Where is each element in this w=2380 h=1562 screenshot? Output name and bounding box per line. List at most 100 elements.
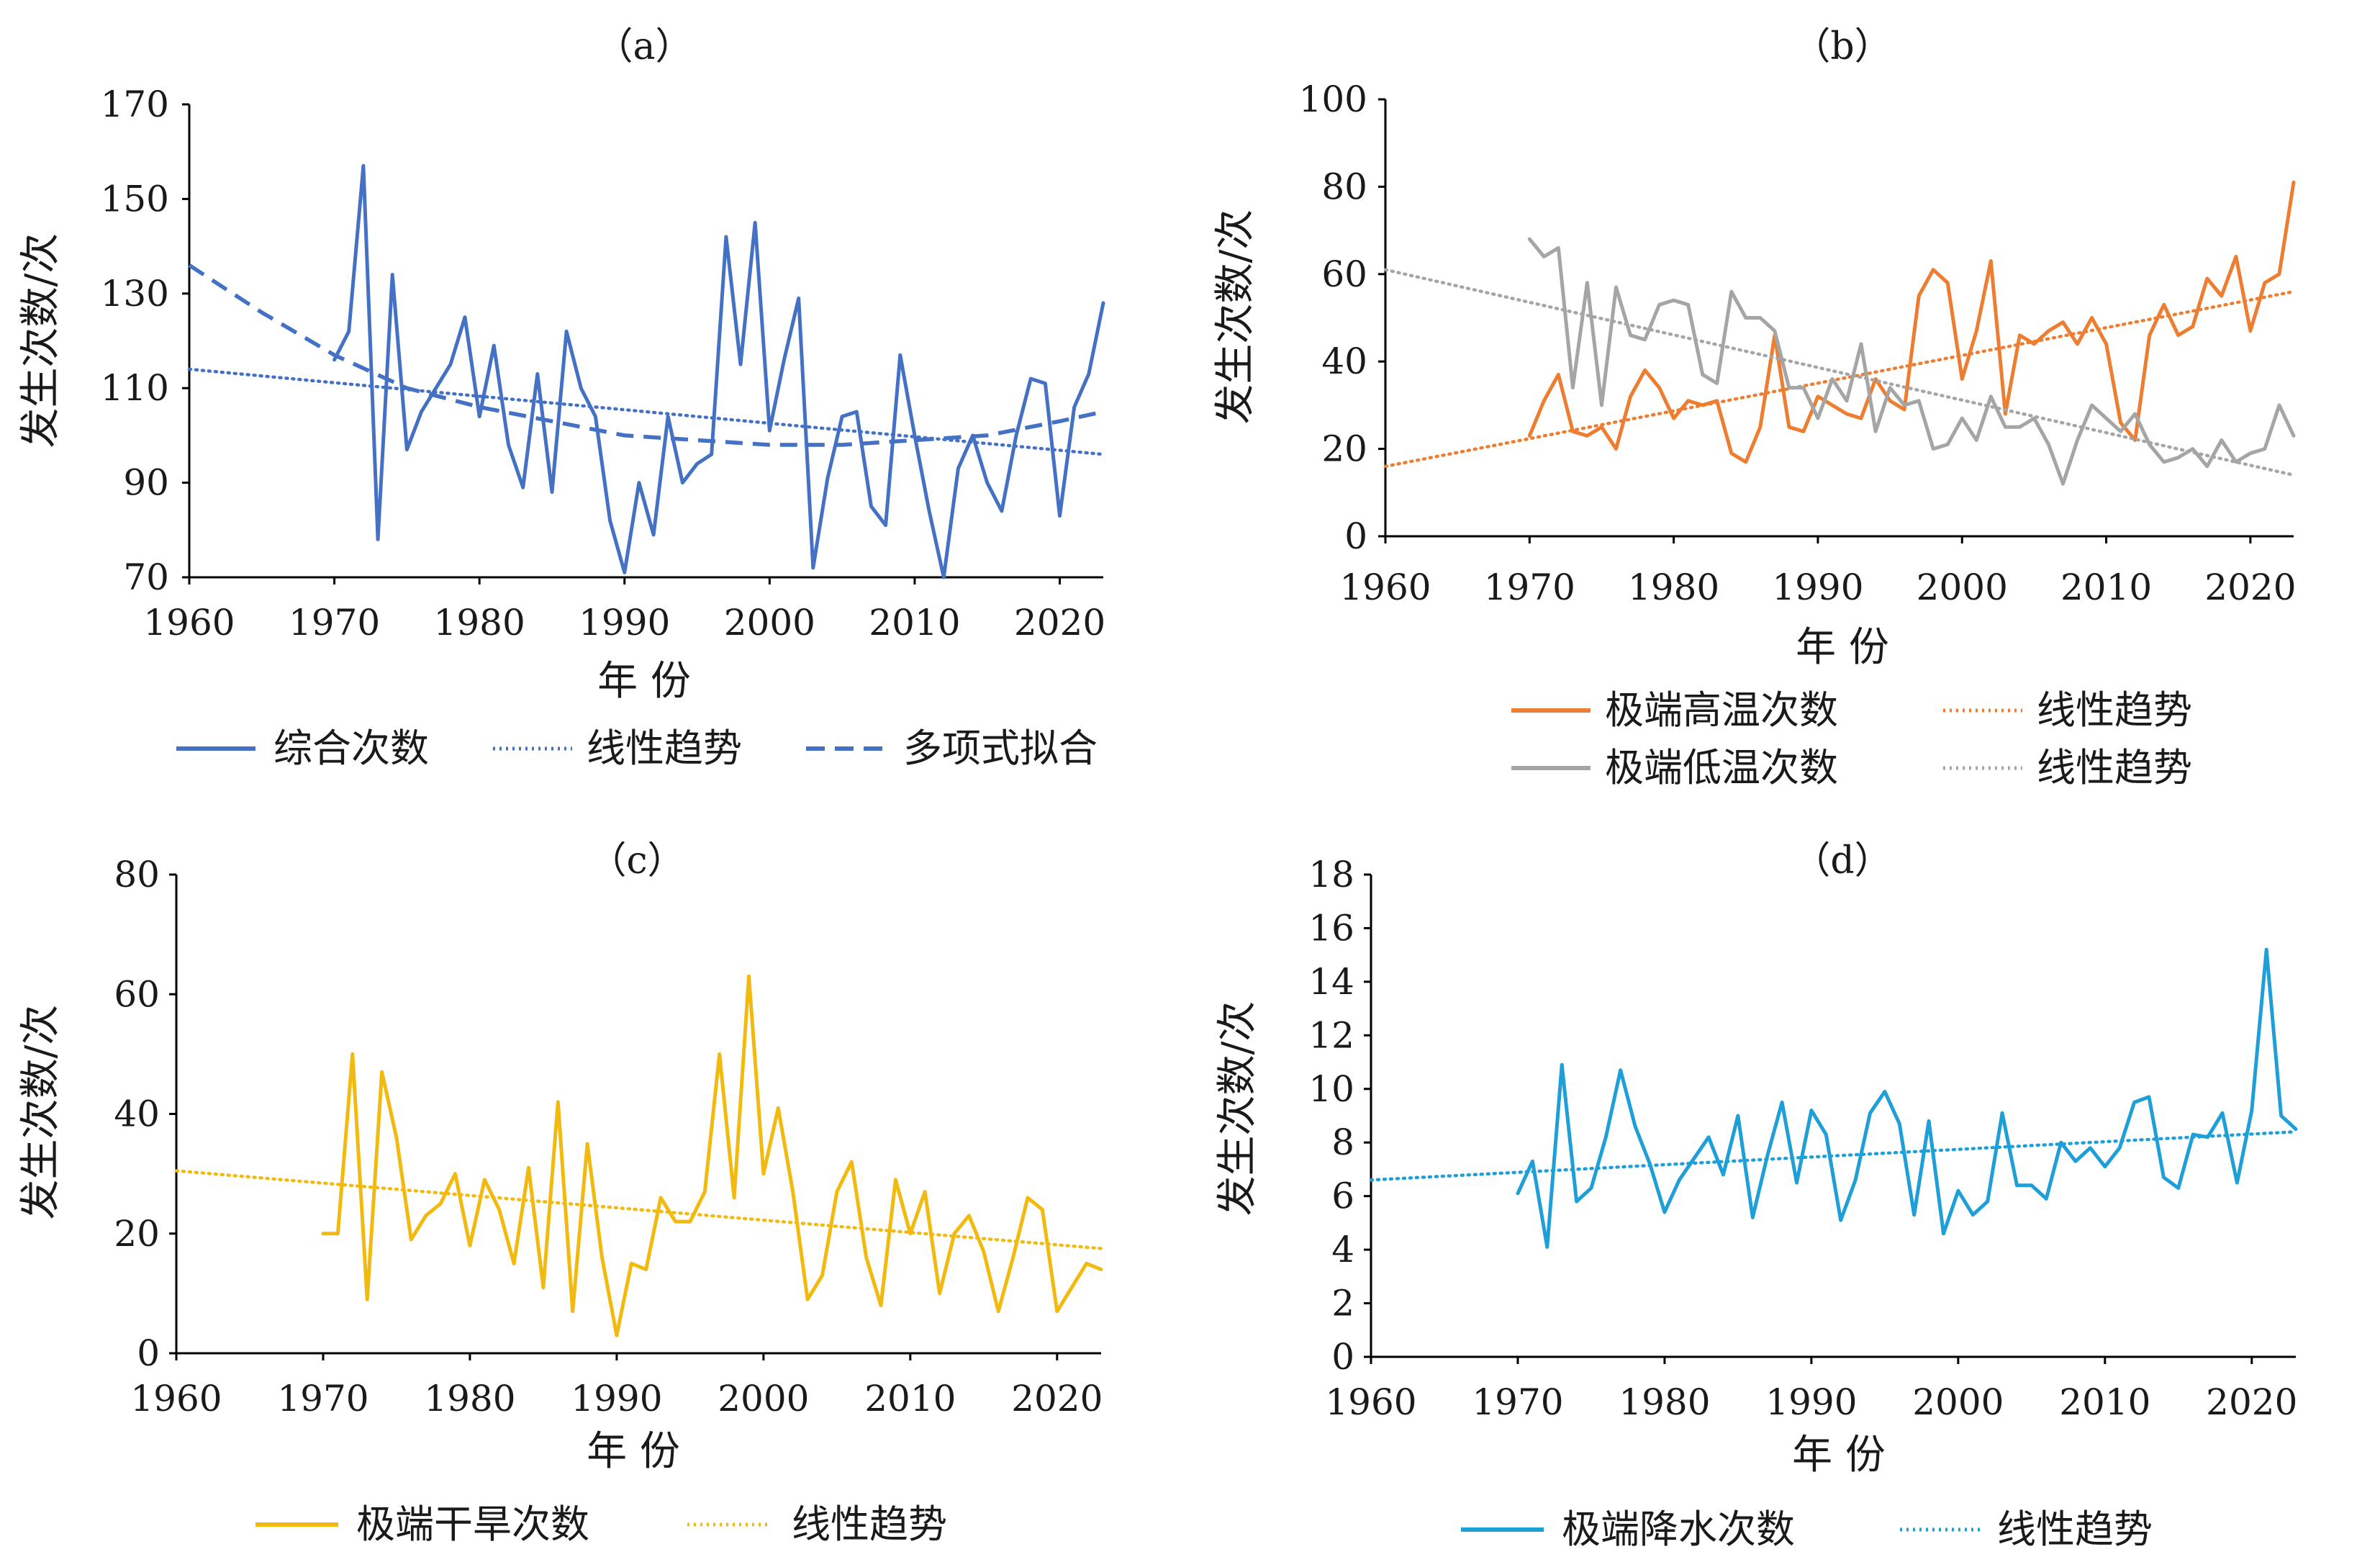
plot-series xyxy=(1383,180,2296,486)
legend: 极端干旱次数 线性趋势 xyxy=(255,1502,947,1547)
y-tick-label: 2 xyxy=(1331,1283,1354,1324)
legend: 综合次数 线性趋势 多项式拟合 xyxy=(176,726,1098,771)
x-tick-label: 1960 xyxy=(130,1378,222,1419)
tick-marks xyxy=(169,873,1059,1360)
y-tick-label: 6 xyxy=(1331,1175,1354,1217)
legend-label: 极端降水次数 xyxy=(1562,1507,1795,1552)
legend: 极端降水次数 线性趋势 xyxy=(1461,1507,2153,1552)
x-tick-label: 2010 xyxy=(869,602,960,644)
x-axis-label: 年 份 xyxy=(1792,1432,1886,1479)
y-tick-label: 14 xyxy=(1308,961,1354,1003)
legend-label: 极端低温次数 xyxy=(1605,745,1838,790)
y-tick-label: 130 xyxy=(101,273,169,315)
y-tick-label: 60 xyxy=(1321,253,1367,295)
series-line xyxy=(1516,947,2298,1249)
y-tick-label: 0 xyxy=(1331,1336,1354,1378)
x-tick-labels: 1960 1970 1980 1990 2000 2010 2020 xyxy=(143,602,1105,644)
legend-label: 极端高温次数 xyxy=(1605,687,1838,733)
x-tick-label: 2010 xyxy=(2060,566,2152,608)
legend-label: 线性趋势 xyxy=(2037,745,2192,790)
x-tick-label: 1980 xyxy=(434,602,525,644)
series-line xyxy=(321,974,1103,1337)
panel-label: （a） xyxy=(595,25,692,68)
x-tick-label: 2020 xyxy=(1014,602,1105,644)
legend-label: 极端干旱次数 xyxy=(356,1502,589,1547)
poly-fit-line xyxy=(188,263,1104,447)
y-tick-labels: 70 90 110 130 150 170 xyxy=(101,83,169,598)
y-tick-labels: 0 20 40 60 80 xyxy=(114,854,160,1374)
y-tick-label: 20 xyxy=(1321,428,1367,470)
x-tick-label: 1960 xyxy=(1325,1381,1416,1423)
y-tick-label: 170 xyxy=(101,83,169,125)
y-tick-label: 40 xyxy=(114,1093,160,1135)
x-tick-label: 1960 xyxy=(143,602,235,644)
x-tick-label: 1960 xyxy=(1339,566,1431,608)
tick-marks xyxy=(182,103,1062,584)
x-tick-label: 2020 xyxy=(2206,1381,2297,1423)
x-tick-label: 2000 xyxy=(724,602,815,644)
trend-line xyxy=(1369,1130,2298,1182)
x-tick-label: 2010 xyxy=(864,1378,956,1419)
x-axis-label: 年 份 xyxy=(587,1428,680,1475)
trend-line xyxy=(174,1169,1103,1250)
x-tick-label: 1980 xyxy=(1628,566,1719,608)
y-tick-label: 12 xyxy=(1308,1014,1354,1056)
y-tick-label: 40 xyxy=(1321,340,1367,382)
y-tick-label: 80 xyxy=(114,854,160,895)
legend-label: 线性趋势 xyxy=(587,726,742,771)
panel-b: （b） 0 20 40 60 80 100 1960 1970 1980 1990 2000 201… xyxy=(1212,25,2297,790)
y-tick-label: 100 xyxy=(1299,78,1367,120)
x-tick-label: 1980 xyxy=(1619,1381,1710,1423)
panel-a: （a） 70 90 110 130 150 170 1960 1970 1980 1990 200… xyxy=(17,25,1105,771)
series-line xyxy=(1527,237,2296,486)
x-tick-label: 1990 xyxy=(1765,1381,1857,1423)
y-tick-label: 60 xyxy=(114,973,160,1015)
x-tick-label: 2000 xyxy=(1912,1381,2004,1423)
y-tick-label: 4 xyxy=(1331,1229,1354,1270)
legend-label: 线性趋势 xyxy=(792,1502,947,1547)
legend-label: 综合次数 xyxy=(273,726,429,771)
x-tick-label: 2000 xyxy=(718,1378,809,1419)
y-axis-label: 发生次数/次 xyxy=(17,1005,64,1220)
plot-series xyxy=(187,163,1105,579)
x-tick-labels: 1960 1970 1980 1990 2000 2010 2020 xyxy=(1339,566,2296,608)
y-tick-label: 0 xyxy=(137,1332,160,1374)
x-tick-labels: 1960 1970 1980 1990 2000 2010 2020 xyxy=(1325,1381,2297,1423)
panel-d: （d） 0 2 4 6 8 10 12 14 16 18 1960 1970 1980 1990 2000… xyxy=(1214,839,2298,1552)
plot-series xyxy=(174,974,1103,1337)
x-tick-label: 2000 xyxy=(1917,566,2008,608)
x-axis-label: 年 份 xyxy=(1796,624,1889,671)
x-axis-label: 年 份 xyxy=(597,658,691,705)
x-tick-label: 1970 xyxy=(277,1378,368,1419)
series-line xyxy=(332,163,1105,579)
y-tick-label: 70 xyxy=(123,556,169,598)
legend-label: 线性趋势 xyxy=(1997,1507,2153,1552)
trend-line xyxy=(1383,289,2296,469)
y-tick-label: 0 xyxy=(1344,515,1367,557)
x-tick-label: 1990 xyxy=(579,602,670,644)
y-tick-label: 8 xyxy=(1331,1121,1354,1163)
x-tick-label: 1970 xyxy=(1472,1381,1563,1423)
x-tick-label: 2010 xyxy=(2059,1381,2150,1423)
y-axis-label: 发生次数/次 xyxy=(1212,209,1259,425)
tick-marks xyxy=(1378,98,2252,543)
x-tick-label: 1970 xyxy=(289,602,380,644)
panel-c: （c） 0 20 40 60 80 1960 1970 1980 1990 2000 2010 20… xyxy=(17,839,1103,1547)
plot-series xyxy=(1369,947,2298,1249)
series-line xyxy=(1527,180,2296,464)
y-axis-label: 发生次数/次 xyxy=(1214,1001,1261,1216)
trend-line xyxy=(187,367,1105,456)
legend-label: 多项式拟合 xyxy=(903,726,1098,771)
x-tick-label: 2020 xyxy=(1011,1378,1103,1419)
trend-line xyxy=(1383,268,2296,477)
x-tick-label: 2020 xyxy=(2204,566,2296,608)
y-axis-label: 发生次数/次 xyxy=(17,233,64,448)
x-tick-label: 1990 xyxy=(571,1378,662,1419)
y-tick-label: 16 xyxy=(1308,907,1354,949)
x-tick-label: 1980 xyxy=(424,1378,515,1419)
panel-label: （b） xyxy=(1793,25,1891,68)
x-tick-label: 1990 xyxy=(1772,566,1863,608)
panel-label: （d） xyxy=(1793,839,1891,882)
legend-label: 线性趋势 xyxy=(2037,687,2192,733)
x-tick-labels: 1960 1970 1980 1990 2000 2010 2020 xyxy=(130,1378,1103,1419)
